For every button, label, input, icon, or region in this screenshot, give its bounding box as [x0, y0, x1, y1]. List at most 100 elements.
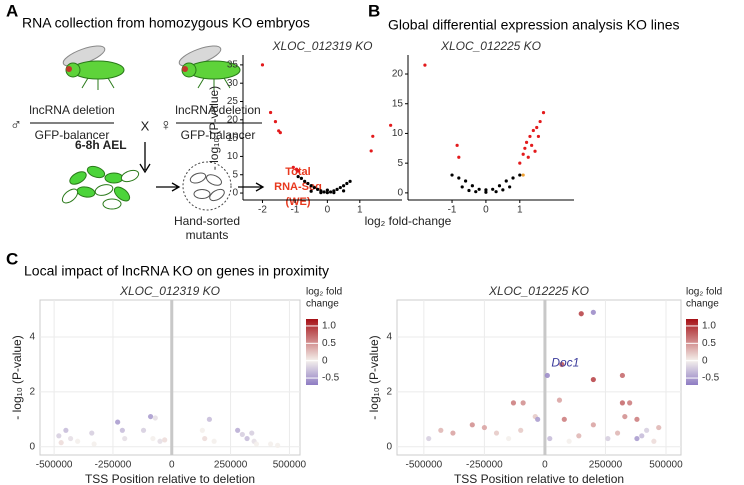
point	[556, 397, 563, 403]
point	[656, 424, 662, 431]
colorbar-tick-label: 1.0	[702, 321, 716, 332]
point	[590, 422, 596, 428]
point	[504, 179, 508, 183]
stage-label: 6-8h AEL	[75, 138, 127, 152]
point	[299, 176, 304, 180]
x-tick-label: -1	[448, 205, 457, 216]
point	[619, 400, 626, 406]
genotype: GFP-balancer	[181, 128, 256, 142]
point	[371, 134, 375, 138]
point	[268, 110, 273, 115]
point	[296, 174, 300, 179]
point	[576, 433, 582, 439]
x-tick-label: -500000	[406, 460, 443, 471]
arrow	[238, 182, 265, 192]
point	[303, 179, 307, 183]
point	[506, 435, 512, 442]
point	[526, 155, 530, 159]
x-tick-label: 1	[357, 205, 363, 216]
point	[239, 431, 245, 438]
point	[56, 433, 62, 439]
panel-label: C	[6, 249, 18, 268]
colorbar-title: log₂ fold	[306, 287, 342, 298]
y-tick-label: 35	[227, 60, 239, 71]
point	[644, 427, 650, 433]
x-axis-label: log₂ fold-change	[365, 214, 452, 228]
point	[524, 140, 529, 144]
y-tick-label: 20	[227, 114, 239, 125]
point	[511, 176, 515, 180]
point	[426, 435, 432, 442]
colorbar	[686, 319, 698, 385]
y-tick-label: 0	[232, 188, 238, 199]
point	[541, 111, 546, 115]
point	[481, 424, 488, 431]
colorbar-title: change	[686, 299, 719, 310]
point	[455, 143, 459, 147]
x-tick-label: 0	[483, 205, 489, 216]
x-tick-label: 250000	[214, 460, 248, 471]
point	[244, 435, 250, 442]
point	[325, 191, 329, 195]
panel-title: Local impact of lncRNA KO on genes in pr…	[24, 263, 329, 279]
point	[348, 179, 352, 183]
colorbar	[306, 319, 318, 385]
point	[484, 190, 488, 194]
point	[91, 441, 97, 447]
point	[206, 416, 213, 422]
point	[536, 134, 541, 139]
point	[484, 188, 488, 192]
output-label: (WE)	[285, 196, 310, 208]
point	[341, 184, 346, 188]
point	[253, 441, 260, 447]
y-tick-label: 2	[386, 387, 392, 398]
x-tick-label: -500000	[36, 460, 73, 471]
point	[278, 131, 282, 135]
point	[535, 416, 541, 422]
point	[470, 184, 474, 188]
point	[75, 438, 81, 444]
sorting-label: Hand-sorted	[174, 214, 240, 228]
x-tick-label: 1	[517, 205, 523, 216]
genotype: GFP-balancer	[35, 128, 110, 142]
point	[463, 179, 468, 183]
x-tick-label: -250000	[95, 460, 132, 471]
embryos	[61, 165, 140, 210]
point	[493, 430, 500, 436]
point	[605, 435, 611, 442]
point	[89, 430, 95, 436]
point	[497, 184, 502, 188]
panel-title: Global differential expression analysis …	[388, 17, 680, 33]
point	[531, 128, 535, 133]
y-tick-label: 5	[232, 169, 238, 180]
panel-label: A	[6, 1, 18, 20]
point	[312, 185, 316, 190]
point	[345, 181, 349, 186]
point	[267, 441, 274, 447]
point	[566, 438, 572, 444]
point	[275, 442, 281, 448]
y-tick-label: 30	[227, 78, 239, 89]
mutant-embryos	[189, 172, 225, 202]
x-tick-label: 250000	[589, 460, 623, 471]
point	[309, 189, 313, 193]
point	[322, 190, 326, 194]
point	[538, 119, 542, 124]
point	[325, 188, 329, 192]
y-tick-label: 0	[29, 441, 35, 452]
point	[115, 419, 121, 425]
point	[521, 173, 525, 177]
point	[152, 415, 158, 421]
point	[162, 437, 168, 443]
y-tick-label: 25	[227, 96, 239, 107]
x-axis-label: TSS Position relative to deletion	[454, 472, 624, 485]
point	[508, 185, 512, 189]
point	[457, 176, 461, 180]
y-axis-label: - log₁₀ (P-value)	[10, 335, 24, 419]
chart-title: XLOC_012319 KO	[271, 39, 372, 53]
point	[578, 311, 584, 317]
genotype: lncRNA deletion	[175, 103, 260, 117]
colorbar-tick-label: -0.5	[322, 373, 340, 384]
y-axis-label: - log₁₀ (P-value)	[207, 86, 221, 170]
point	[67, 435, 74, 442]
